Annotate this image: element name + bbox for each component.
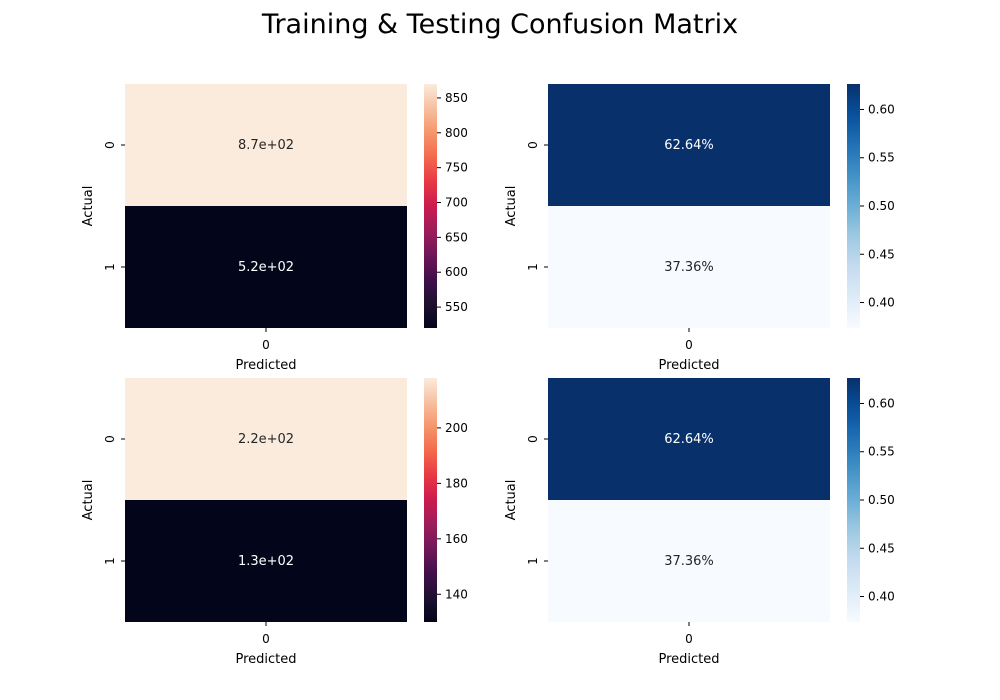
- x-axis-label: Predicted: [658, 358, 719, 373]
- y-tick-label: 0: [526, 141, 540, 149]
- colorbar: [847, 84, 860, 328]
- heatmap-cell: [125, 84, 407, 206]
- colorbar-tick-label: 0.55: [868, 445, 895, 459]
- x-tick-label: 0: [685, 632, 693, 646]
- colorbar-tick-label: 750: [445, 161, 468, 175]
- colorbar-tick-label: 0.45: [868, 541, 895, 555]
- y-axis-label: Actual: [81, 186, 96, 227]
- heatmap-cell: [125, 206, 407, 328]
- colorbar-tick-label: 0.40: [868, 590, 895, 604]
- x-tick-label: 0: [262, 632, 270, 646]
- x-axis-label: Predicted: [235, 358, 296, 373]
- y-tick-label: 0: [526, 435, 540, 443]
- colorbar-tick-label: 0.45: [868, 247, 895, 261]
- colorbar-tick-label: 200: [445, 421, 468, 435]
- colorbar-tick-label: 0.50: [868, 199, 895, 213]
- cell-annotation: 1.3e+02: [238, 554, 294, 569]
- heatmap-cell: [548, 500, 830, 622]
- heatmap-cell: [548, 84, 830, 206]
- colorbar-tick-label: 140: [445, 587, 468, 601]
- cell-annotation: 62.64%: [664, 138, 714, 153]
- colorbar-tick-label: 0.40: [868, 296, 895, 310]
- cell-annotation: 62.64%: [664, 432, 714, 447]
- cell-annotation: 8.7e+02: [238, 138, 294, 153]
- x-tick-label: 0: [685, 338, 693, 352]
- heatmap-cell: [125, 500, 407, 622]
- y-axis-label: Actual: [504, 186, 519, 227]
- y-axis-label: Actual: [504, 480, 519, 521]
- heatmap-cell: [548, 378, 830, 500]
- y-tick-label: 0: [103, 141, 117, 149]
- heatmap-panel-1: 8.7e+02 0 5.2e+02 1 0 Predicted Actual 550 600 65…: [81, 84, 468, 373]
- y-tick-label: 1: [526, 557, 540, 565]
- cell-annotation: 37.36%: [664, 260, 714, 275]
- colorbar-tick-label: 0.55: [868, 151, 895, 165]
- y-axis-label: Actual: [81, 480, 96, 521]
- colorbar-tick-label: 0.50: [868, 493, 895, 507]
- y-tick-label: 1: [526, 263, 540, 271]
- cell-annotation: 5.2e+02: [238, 260, 294, 275]
- colorbar-tick-label: 0.60: [868, 396, 895, 410]
- colorbar-tick-label: 850: [445, 91, 468, 105]
- heatmap-panel-2: 62.64% 0 37.36% 1 0 Predicted Actual 0.40 0.45 0.…: [504, 84, 895, 373]
- colorbar: [424, 378, 437, 622]
- colorbar: [424, 84, 437, 328]
- x-tick-label: 0: [262, 338, 270, 352]
- colorbar-tick-label: 600: [445, 265, 468, 279]
- y-tick-label: 1: [103, 263, 117, 271]
- heatmap-panel-3: 2.2e+02 0 1.3e+02 1 0 Predicted Actual 140 160 18…: [81, 378, 468, 667]
- cell-annotation: 37.36%: [664, 554, 714, 569]
- colorbar-tick-label: 700: [445, 196, 468, 210]
- heatmap-cell: [548, 206, 830, 328]
- heatmap-cell: [125, 378, 407, 500]
- colorbar-tick-label: 650: [445, 230, 468, 244]
- heatmap-panel-4: 62.64% 0 37.36% 1 0 Predicted Actual 0.40 0.45 0.…: [504, 378, 895, 667]
- cell-annotation: 2.2e+02: [238, 432, 294, 447]
- y-tick-label: 0: [103, 435, 117, 443]
- colorbar-tick-label: 160: [445, 532, 468, 546]
- colorbar-tick-label: 180: [445, 476, 468, 490]
- x-axis-label: Predicted: [658, 652, 719, 667]
- x-axis-label: Predicted: [235, 652, 296, 667]
- colorbar-tick-label: 0.60: [868, 102, 895, 116]
- y-tick-label: 1: [103, 557, 117, 565]
- colorbar-tick-label: 800: [445, 126, 468, 140]
- figure-title: Training & Testing Confusion Matrix: [261, 9, 739, 40]
- colorbar: [847, 378, 860, 622]
- colorbar-tick-label: 550: [445, 300, 468, 314]
